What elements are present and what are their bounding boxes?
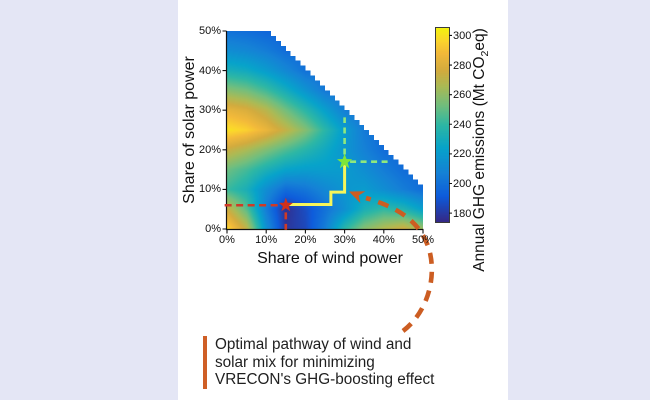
colorbar-tick-label: 260 [453,89,472,102]
y-tick-label: 10% [198,183,221,196]
y-tick-label: 20% [198,143,221,156]
colorbar-tick-label: 200 [453,177,472,190]
x-tick-label: 0% [219,234,235,246]
x-axis-label: Share of wind power [257,250,403,267]
y-axis-label: Share of solar power [181,56,198,204]
colorbar-gradient [435,27,450,223]
x-tick-label: 30% [333,234,356,246]
colorbar-tick-label: 300 [453,29,472,42]
x-tick-label: 10% [255,234,278,246]
x-tick-label: 20% [294,234,317,246]
colorbar-tick-label: 240 [453,118,472,131]
colorbar-label-subscript: 2 [479,50,492,57]
colorbar-label-post: eq) [470,28,488,51]
y-tick-label: 0% [205,223,221,235]
colorbar-tick-label: 220 [453,148,472,161]
y-tick-label: 40% [198,64,221,77]
colorbar-tick-label: 180 [453,207,472,220]
colorbar-tick-label: 280 [453,59,472,72]
caption-line-3: VRECON's GHG-boosting effect [215,371,435,389]
y-tick-label: 50% [198,25,221,37]
colorbar-label-pre: Annual GHG emissions (Mt CO [470,56,488,272]
x-tick-label: 40% [372,234,395,246]
ghg-emissions-heatmap [227,31,423,229]
caption-line-1: Optimal pathway of wind and [215,336,412,353]
caption-line-2: solar mix for minimizing [215,353,375,371]
x-tick-label: 50% [411,234,435,246]
colorbar-label: Annual GHG emissions (Mt CO2eq) [471,28,491,272]
y-tick-label: 30% [198,104,221,117]
figure-caption: Optimal pathway of wind and solar mix fo… [203,336,475,389]
